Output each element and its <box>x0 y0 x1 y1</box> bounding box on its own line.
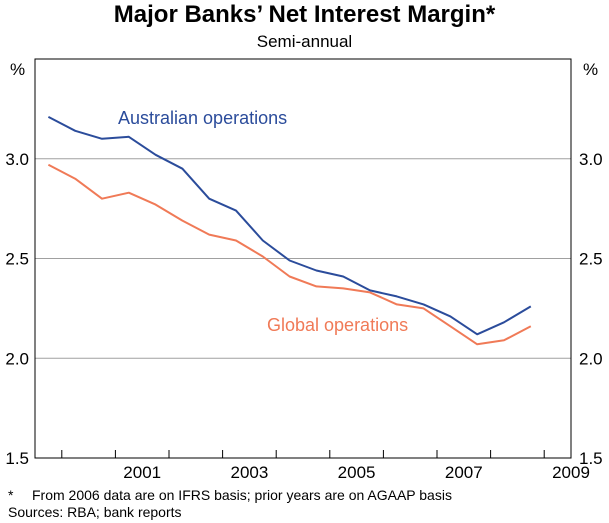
global-operations-line <box>47 163 532 346</box>
australian-operations-label: Australian operations <box>118 108 287 128</box>
x-tick-label: 2007 <box>445 463 483 482</box>
chart-title: Major Banks’ Net Interest Margin* <box>113 1 496 28</box>
y-tick-label-left: 2.0 <box>5 349 29 368</box>
footnote-basis: * From 2006 data are on IFRS basis; prior… <box>8 487 452 503</box>
x-tick-label: 2005 <box>338 463 376 482</box>
y-axis-unit-left: % <box>10 60 25 79</box>
y-tick-label-right: 2.0 <box>579 349 603 368</box>
footnote-star: * <box>8 487 14 503</box>
x-tick-label: 2009 <box>552 463 590 482</box>
series-labels: Australian operations Global operations <box>118 108 408 335</box>
x-tick-label: 2003 <box>230 463 268 482</box>
footnote-sources: Sources: RBA; bank reports <box>8 504 182 520</box>
y-axis-ticks: 1.5 1.5 2.0 2.0 2.5 2.5 3.0 3.0 <box>5 150 602 468</box>
global-operations-label: Global operations <box>267 315 408 335</box>
y-tick-label-left: 2.5 <box>5 250 29 269</box>
y-tick-label-left: 1.5 <box>5 449 29 468</box>
y-tick-label-right: 1.5 <box>579 449 603 468</box>
x-tick-label: 2001 <box>123 463 161 482</box>
y-tick-label-left: 3.0 <box>5 150 29 169</box>
chart-subtitle: Semi-annual <box>256 32 353 51</box>
footnote-basis-text: From 2006 data are on IFRS basis; prior … <box>32 487 452 503</box>
y-axis-unit-right: % <box>583 60 598 79</box>
y-tick-label-right: 2.5 <box>579 250 603 269</box>
y-tick-label-right: 3.0 <box>579 150 603 169</box>
australian-operations-line <box>47 116 532 336</box>
series-lines <box>47 116 532 346</box>
gridlines <box>35 158 571 359</box>
x-axis-ticks: 2001 2003 2005 2007 2009 <box>61 450 590 482</box>
plot-frame <box>34 58 572 459</box>
